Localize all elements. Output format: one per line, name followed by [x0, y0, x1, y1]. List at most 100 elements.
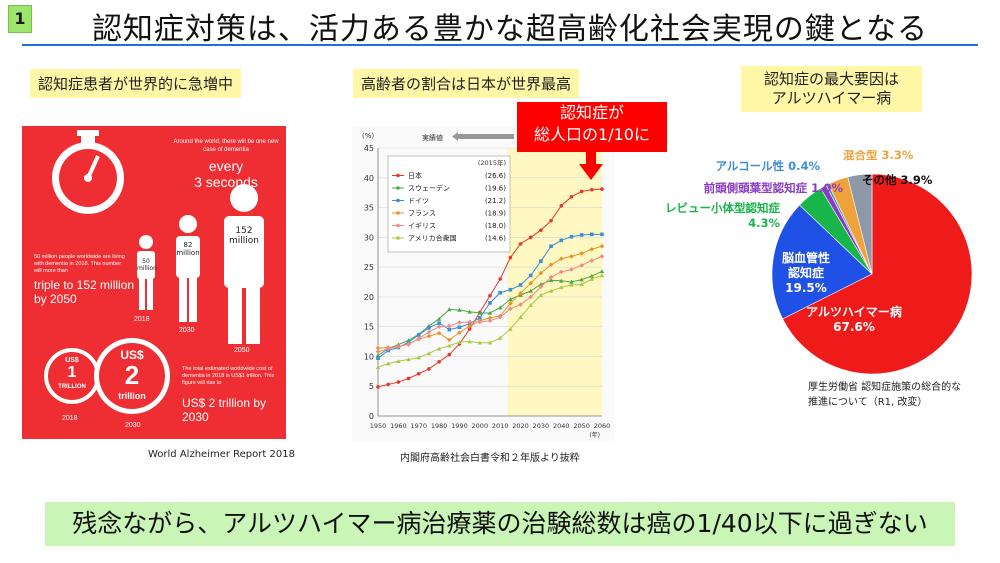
right-panel-label: 認知症の最大要因は アルツハイマー病: [741, 66, 922, 112]
data-point: [467, 339, 472, 344]
pie-label-0: アルツハイマー病: [806, 304, 902, 319]
x-tick-label: 2060: [594, 422, 611, 430]
title-divider: [22, 44, 978, 46]
data-point: [406, 357, 411, 362]
data-point: [487, 340, 493, 345]
legend-entry-name: スウェーデン: [408, 184, 450, 193]
data-point: [457, 320, 462, 325]
x-tick-label: 1960: [390, 422, 407, 430]
y-axis-unit: (%): [362, 132, 374, 140]
data-point: [528, 288, 533, 293]
data-point: [589, 273, 595, 278]
data-point: [376, 356, 380, 361]
legend-marker: [396, 211, 400, 215]
data-point: [508, 287, 513, 292]
data-point: [508, 326, 513, 331]
data-point: [385, 361, 391, 366]
data-point: [446, 323, 452, 329]
data-point: [589, 276, 595, 281]
data-point: [427, 326, 431, 330]
data-point: [579, 189, 584, 194]
data-point: [447, 307, 452, 312]
data-point: [528, 294, 534, 300]
pie-label-4: アルコール性 0.4%: [715, 159, 820, 173]
x-tick-label: 2020: [512, 422, 529, 430]
legend-entry-name: フランス: [408, 210, 436, 218]
data-point: [518, 283, 523, 287]
right-panel-label-line-1: 認知症の最大要因は: [763, 70, 899, 88]
x-tick-label: 2030: [533, 422, 550, 430]
middle-panel-caption: 内閣府高齢社会白書令和２年版より抜粋: [400, 453, 580, 464]
middle-panel-label: 高齢者の割合は日本が世界最高: [353, 69, 580, 98]
x-tick-label: 1950: [370, 422, 387, 430]
data-point: [436, 330, 442, 336]
data-point: [548, 278, 554, 283]
right-panel-caption-line-2: 推進について（R1, 改変）: [808, 397, 928, 408]
population-2050-label: 152 million: [229, 226, 259, 246]
data-point: [518, 314, 523, 319]
coin-1-trillion-icon: [44, 348, 100, 404]
coin-2-currency: US$: [120, 348, 144, 362]
aging-rate-chart-svg: 0 5 10 15 20 25 30 35 40 45 1950 1960 1970 1980 1990 20…: [362, 132, 611, 439]
data-point: [569, 279, 574, 284]
data-point: [467, 327, 472, 331]
data-point: [589, 258, 595, 263]
data-point: [396, 380, 401, 384]
data-point: [590, 187, 594, 192]
data-point: [446, 337, 452, 343]
legend-marker: [396, 173, 400, 178]
data-point: [579, 233, 584, 237]
data-point: [508, 306, 513, 312]
left-panel-label: 認知症患者が世界的に急増中: [30, 69, 242, 98]
x-axis-unit: (年): [589, 431, 600, 439]
data-point: [457, 307, 462, 312]
y-tick-label: 35: [364, 204, 374, 213]
data-point: [416, 371, 421, 376]
data-point: [457, 339, 462, 344]
coin-2-unit: trillion: [118, 391, 146, 401]
y-tick-label: 25: [364, 263, 374, 272]
callout-box: 認知症が 総人口の1/10に: [517, 102, 667, 152]
aging-rate-chart: 0 5 10 15 20 25 30 35 40 45 1950 1960 1970 1980 1990 20…: [352, 126, 614, 441]
y-tick-label: 30: [364, 233, 374, 242]
data-point: [477, 340, 483, 345]
x-tick-label: 2050: [573, 422, 590, 430]
data-point: [406, 376, 411, 381]
data-point: [528, 273, 533, 278]
y-tick-label: 5: [369, 382, 374, 391]
chart-legend: [387, 155, 511, 253]
legend-marker: [396, 236, 400, 240]
left-panel-caption: World Alzheimer Report 2018: [148, 449, 295, 460]
living-with-dementia-note: 50 million people worldwide are living w…: [34, 254, 125, 274]
year-2018-label: 2018: [134, 316, 150, 323]
data-point: [599, 269, 605, 274]
right-panel-caption-line-1: 厚生労働省 認知症施策の総合的な: [808, 382, 962, 393]
data-point: [548, 262, 554, 268]
legend-entry-value: (26.6): [485, 172, 506, 180]
data-point: [498, 277, 502, 281]
pie-label-2: レビュー小体型認知症: [665, 201, 780, 215]
infographic-graphics: [44, 130, 264, 414]
data-point: [426, 333, 432, 339]
data-point: [487, 315, 493, 321]
data-point: [518, 302, 523, 307]
callout-line-1: 認知症が: [559, 103, 624, 122]
data-point: [488, 301, 492, 305]
person-2050-icon: [224, 184, 264, 344]
data-point: [539, 228, 543, 232]
pie-label-1: 19.5%: [785, 281, 827, 295]
data-point: [457, 330, 462, 335]
coin-1-unit: TRILLION: [58, 384, 86, 390]
callout-line-2: 総人口の1/10に: [534, 125, 650, 144]
person-2018-icon: [137, 235, 155, 310]
projection-region: [507, 148, 602, 416]
data-point: [518, 242, 523, 246]
data-point: [599, 273, 605, 278]
coin-2-trillion-icon: [94, 338, 170, 414]
data-point: [518, 291, 523, 296]
data-point: [457, 325, 462, 330]
data-point: [549, 244, 553, 249]
measured-label: 実績値: [422, 133, 443, 142]
pie-slice-1: [771, 204, 873, 320]
data-point: [589, 246, 595, 252]
